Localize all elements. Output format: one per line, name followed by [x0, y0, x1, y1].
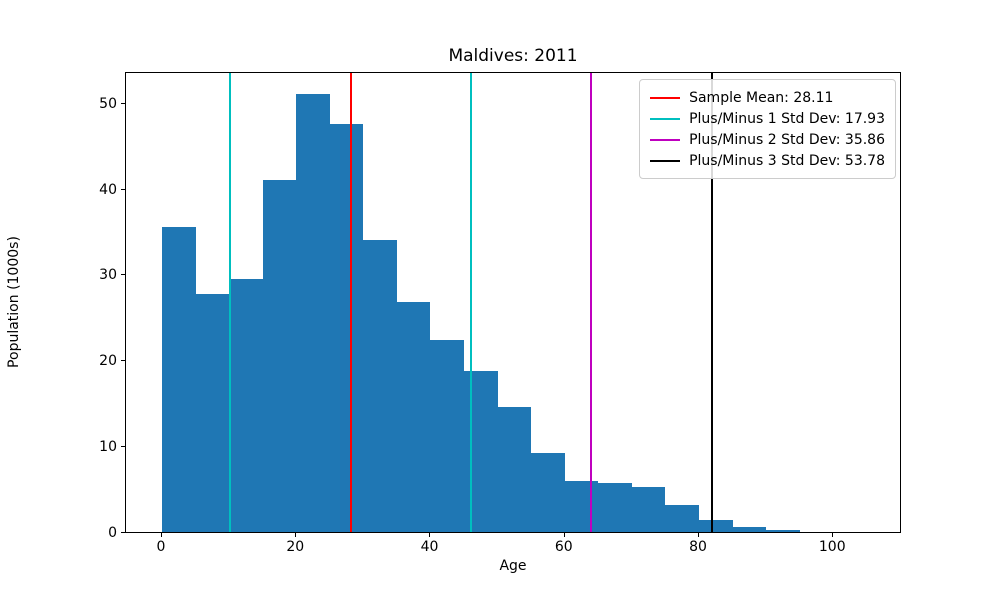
- y-tick-mark-20: [121, 360, 125, 362]
- y-tick-mark-10: [121, 446, 125, 448]
- legend-entry-2: Plus/Minus 2 Std Dev: 35.86: [650, 129, 885, 150]
- histogram-bar-80-85: [699, 519, 733, 532]
- plus-2-std-line: [590, 73, 593, 532]
- legend-entry-3: Plus/Minus 3 Std Dev: 53.78: [650, 150, 885, 171]
- histogram-bar-40-45: [430, 339, 465, 532]
- x-tick-label-40: 40: [420, 539, 439, 555]
- legend-line-swatch: [650, 96, 681, 99]
- legend-entry-1: Plus/Minus 1 Std Dev: 17.93: [650, 108, 885, 129]
- legend-line-swatch: [650, 117, 681, 120]
- y-tick-mark-40: [121, 188, 125, 190]
- x-tick-label-20: 20: [286, 539, 305, 555]
- histogram-bar-70-75: [631, 487, 666, 532]
- y-axis-label: Population (1000s): [6, 236, 22, 368]
- legend-entry-0: Sample Mean: 28.11: [650, 87, 885, 108]
- histogram-bar-25-30: [329, 124, 364, 532]
- legend-label: Plus/Minus 3 Std Dev: 53.78: [689, 152, 885, 169]
- x-tick-label-0: 0: [156, 539, 166, 555]
- histogram-bar-90-95: [766, 529, 800, 532]
- x-tick-mark-0: [160, 533, 162, 537]
- legend-label: Plus/Minus 2 Std Dev: 35.86: [689, 131, 885, 148]
- legend: Sample Mean: 28.11 Plus/Minus 1 Std Dev: …: [639, 79, 896, 179]
- x-tick-label-60: 60: [554, 539, 573, 555]
- x-axis-label: Age: [499, 558, 527, 574]
- plot-area: Sample Mean: 28.11 Plus/Minus 1 Std Dev: …: [125, 72, 901, 533]
- x-tick-mark-40: [429, 533, 431, 537]
- y-tick-mark-30: [121, 274, 125, 276]
- histogram-bar-75-80: [665, 504, 699, 532]
- plus-3-std-line: [710, 73, 713, 532]
- y-tick-label-40: 40: [99, 181, 117, 198]
- x-tick-label-100: 100: [818, 539, 846, 555]
- sample-mean-line: [349, 73, 352, 532]
- histogram-bar-65-70: [598, 483, 632, 532]
- legend-line-swatch: [650, 159, 681, 162]
- y-tick-label-20: 20: [99, 353, 117, 370]
- chart-title: Maldives: 2011: [448, 46, 578, 66]
- histogram-bar-15-20: [262, 180, 297, 532]
- histogram-bar-60-65: [564, 481, 599, 532]
- y-tick-label-0: 0: [108, 525, 117, 541]
- y-tick-label-30: 30: [99, 267, 117, 284]
- legend-label: Sample Mean: 28.11: [689, 89, 834, 106]
- x-tick-mark-20: [295, 533, 297, 537]
- y-tick-label-50: 50: [99, 95, 117, 112]
- legend-label: Plus/Minus 1 Std Dev: 17.93: [689, 110, 885, 127]
- histogram-bar-30-35: [363, 240, 397, 532]
- y-tick-label-10: 10: [99, 439, 117, 456]
- histogram-bar-5-10: [195, 294, 230, 532]
- histogram-bar-55-60: [531, 453, 565, 532]
- minus-1-std-line: [229, 73, 232, 532]
- histogram-bar-45-50: [464, 370, 498, 532]
- x-tick-mark-60: [563, 533, 565, 537]
- x-tick-mark-80: [698, 533, 699, 537]
- histogram-bar-20-25: [296, 94, 330, 532]
- histogram-bar-10-15: [229, 278, 263, 532]
- x-tick-mark-100: [832, 533, 834, 537]
- y-tick-mark-0: [121, 532, 125, 533]
- y-tick-mark-50: [121, 102, 125, 104]
- histogram-bar-50-55: [497, 406, 532, 532]
- legend-line-swatch: [650, 138, 681, 141]
- histogram-bar-85-90: [732, 526, 767, 532]
- histogram-bar-35-40: [396, 301, 431, 532]
- plus-1-std-line: [470, 73, 473, 532]
- histogram-bar-0-5: [161, 227, 196, 532]
- x-tick-label-80: 80: [689, 539, 707, 555]
